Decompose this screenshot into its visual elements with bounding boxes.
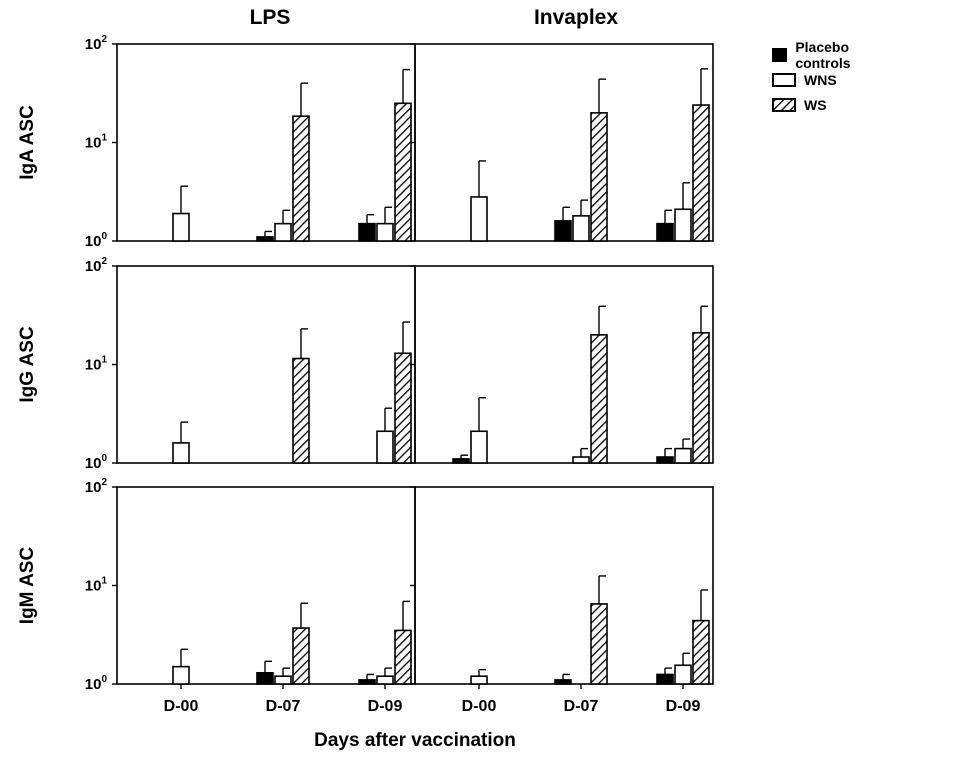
legend-label-ws: WS — [804, 96, 827, 113]
ytick-label-lps-igm-asc-1: 101 — [85, 576, 108, 595]
bar-lps-igm-asc-d-00-wns — [172, 665, 190, 685]
bar-invaplex-iga-asc-d-09-ws — [692, 104, 710, 242]
bar-invaplex-igm-asc-d-07-ws — [590, 603, 608, 685]
bar-invaplex-igm-asc-d-00-wns — [470, 675, 488, 685]
bar-lps-igg-asc-d-09-ws — [394, 352, 412, 464]
bar-lps-igm-asc-d-09-wns — [376, 675, 394, 685]
panel-frame-invaplex-iga-asc — [414, 43, 714, 242]
legend-label-placebo: Placebo controls — [795, 38, 851, 71]
row-label-igg-asc: IgG ASC — [17, 326, 38, 403]
ytick-label-lps-iga-asc-0: 100 — [85, 231, 108, 250]
bar-invaplex-igg-asc-d-09-placebo-controls — [656, 456, 674, 464]
bar-invaplex-igg-asc-d-07-wns — [572, 456, 590, 464]
panel-frame-lps-igg-asc — [116, 265, 416, 464]
ytick-label-lps-igg-asc-2: 102 — [85, 256, 108, 275]
xtick-label-lps-d-00: D-00 — [164, 698, 199, 715]
ytick-label-lps-igg-asc-1: 101 — [85, 355, 108, 374]
ytick-label-lps-igm-asc-0: 100 — [85, 674, 108, 693]
bar-invaplex-igg-asc-d-00-placebo-controls — [452, 458, 470, 464]
bar-invaplex-iga-asc-d-07-wns — [572, 215, 590, 242]
bar-lps-iga-asc-d-07-wns — [274, 222, 292, 242]
bar-lps-igm-asc-d-07-ws — [292, 627, 310, 685]
bar-lps-iga-asc-d-09-wns — [376, 222, 394, 242]
bar-lps-igm-asc-d-07-placebo-controls — [256, 671, 274, 685]
bar-lps-igm-asc-d-09-ws — [394, 629, 412, 685]
bar-lps-iga-asc-d-09-ws — [394, 102, 412, 242]
xtick-label-lps-d-09: D-09 — [368, 698, 403, 715]
bar-lps-iga-asc-d-07-ws — [292, 115, 310, 242]
bar-lps-iga-asc-d-09-placebo-controls — [358, 222, 376, 242]
legend: Placebo controls WNS WS — [772, 39, 859, 117]
panel-frame-invaplex-igg-asc — [414, 265, 714, 464]
ytick-label-lps-iga-asc-1: 101 — [85, 133, 108, 152]
legend-item-ws: WS — [772, 92, 859, 117]
xtick-label-invaplex-d-09: D-09 — [666, 698, 701, 715]
bar-lps-igg-asc-d-00-wns — [172, 442, 190, 464]
ytick-label-lps-igg-asc-0: 100 — [85, 453, 108, 472]
xtick-label-invaplex-d-07: D-07 — [564, 698, 599, 715]
legend-item-placebo: Placebo controls — [772, 39, 859, 71]
panel-frame-lps-igm-asc — [116, 486, 416, 685]
bar-invaplex-igg-asc-d-09-wns — [674, 447, 692, 464]
xtick-label-lps-d-07: D-07 — [266, 698, 301, 715]
bar-invaplex-iga-asc-d-00-wns — [470, 196, 488, 242]
legend-label-wns: WNS — [804, 71, 837, 88]
column-title-lps: LPS — [249, 6, 291, 29]
bar-invaplex-igm-asc-d-09-placebo-controls — [656, 673, 674, 685]
panel-frame-lps-iga-asc — [116, 43, 416, 242]
bar-invaplex-iga-asc-d-07-placebo-controls — [554, 220, 572, 242]
bar-invaplex-iga-asc-d-07-ws — [590, 112, 608, 242]
bar-lps-igm-asc-d-07-wns — [274, 675, 292, 685]
bar-invaplex-iga-asc-d-09-placebo-controls — [656, 222, 674, 242]
x-axis-label: Days after vaccination — [314, 730, 516, 751]
legend-item-wns: WNS — [772, 67, 859, 92]
bar-invaplex-igm-asc-d-09-wns — [674, 664, 692, 685]
bar-lps-igm-asc-d-09-placebo-controls — [358, 679, 376, 685]
bar-invaplex-iga-asc-d-09-wns — [674, 208, 692, 242]
column-title-invaplex: Invaplex — [533, 6, 619, 29]
bar-lps-iga-asc-d-07-placebo-controls — [256, 236, 274, 242]
legend-swatch-ws — [772, 97, 796, 112]
ytick-label-lps-igm-asc-2: 102 — [85, 477, 108, 496]
bar-invaplex-igg-asc-d-00-wns — [470, 430, 488, 464]
bar-lps-iga-asc-d-00-wns — [172, 212, 190, 242]
bar-invaplex-igg-asc-d-09-ws — [692, 331, 710, 464]
bar-lps-igg-asc-d-09-wns — [376, 430, 394, 464]
ytick-label-lps-iga-asc-2: 102 — [85, 34, 108, 53]
legend-swatch-wns — [772, 72, 796, 87]
legend-swatch-placebo — [772, 47, 788, 62]
bar-invaplex-igm-asc-d-09-ws — [692, 619, 710, 685]
row-label-iga-asc: IgA ASC — [17, 105, 38, 180]
xtick-label-invaplex-d-00: D-00 — [462, 698, 497, 715]
bar-invaplex-igg-asc-d-07-ws — [590, 334, 608, 464]
row-label-igm-asc: IgM ASC — [17, 547, 38, 625]
bar-invaplex-igm-asc-d-07-placebo-controls — [554, 679, 572, 685]
bar-lps-igg-asc-d-07-ws — [292, 357, 310, 464]
panel-frame-invaplex-igm-asc — [414, 486, 714, 685]
